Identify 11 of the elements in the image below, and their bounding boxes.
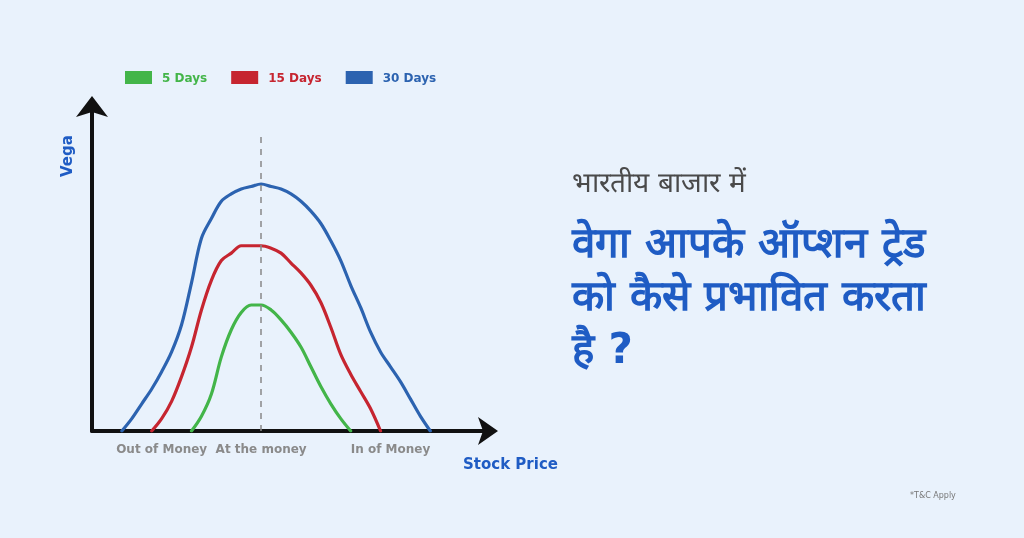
legend-label: 30 Days: [382, 70, 437, 85]
x-tick-label: In of Money: [350, 442, 431, 456]
text: वेगा आपके ऑप्शन ट्रेड को कैसे प्रभावित करता है ?: [572, 217, 928, 375]
x-tick-label: Out of Money: [116, 442, 208, 456]
legend-label: 15 Days: [268, 70, 322, 85]
x-axis-title: Stock Price: [463, 454, 558, 473]
legend-label: 5 Days: [162, 70, 208, 85]
y-axis-title: Vega: [57, 135, 76, 177]
x-tick-label: At the money: [215, 442, 307, 456]
text: भारतीय बाजार में: [572, 165, 746, 200]
text: *T&C Apply: [910, 490, 957, 500]
